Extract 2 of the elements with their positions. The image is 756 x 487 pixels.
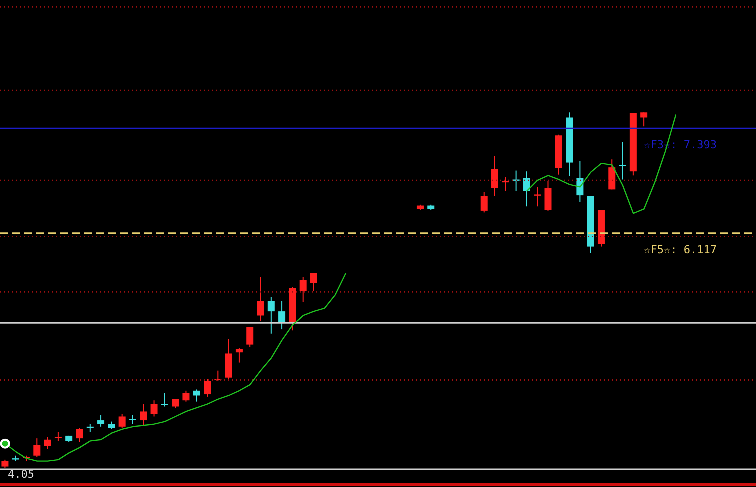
ref-line-label: ☆F5☆: 6.117 xyxy=(644,243,717,256)
annotation: 4.05 xyxy=(8,468,34,481)
